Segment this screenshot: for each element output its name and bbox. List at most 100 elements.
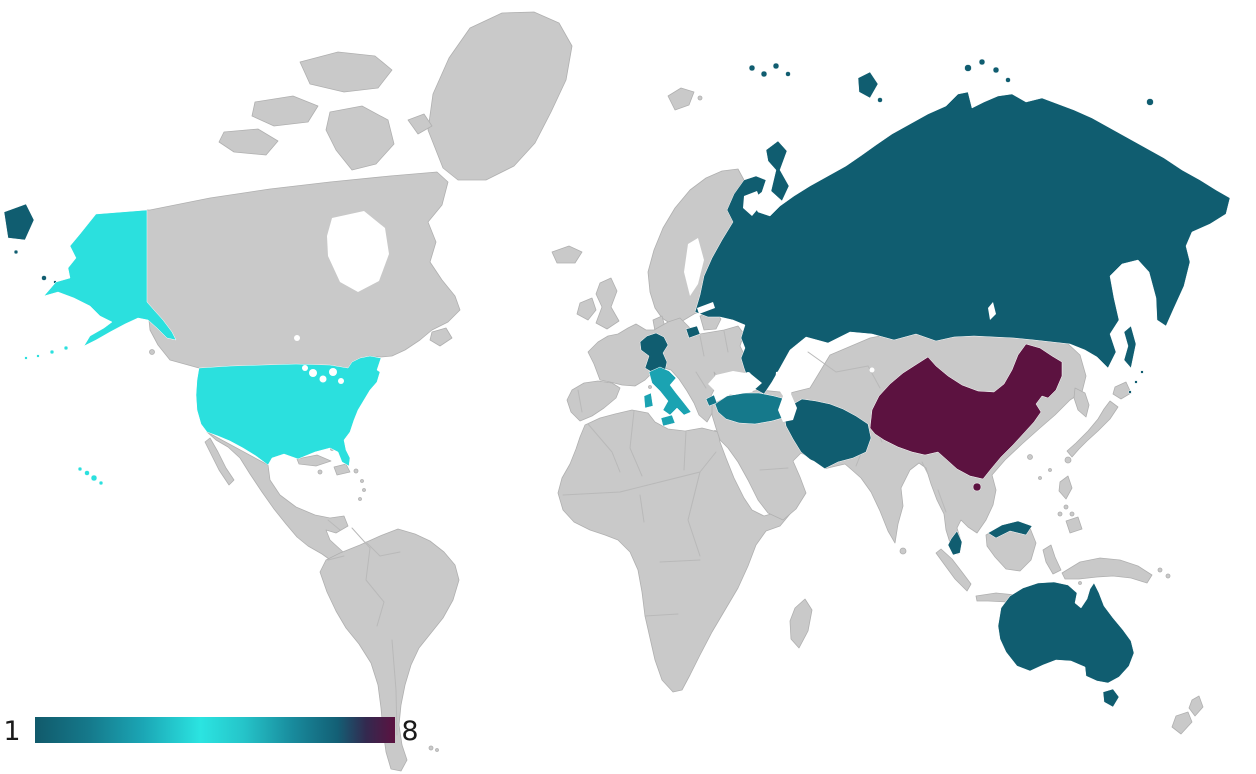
baffin-island xyxy=(325,105,395,171)
iberian-peninsula xyxy=(566,380,621,422)
country-australia xyxy=(997,581,1135,708)
country-ireland xyxy=(576,297,597,321)
japan-kyushu xyxy=(1064,456,1072,464)
canadian-arctic-island xyxy=(299,51,393,93)
cuba xyxy=(296,454,332,467)
usa-alaska xyxy=(43,209,177,347)
country-united-states xyxy=(24,209,382,486)
chukotka-west-wrap xyxy=(3,203,35,241)
kuril-islands xyxy=(1140,370,1144,374)
usa-lower48 xyxy=(195,355,382,467)
caspian-sea xyxy=(775,370,797,422)
falkland-islands xyxy=(428,745,434,751)
no-data-countries xyxy=(146,11,1204,772)
puerto-rico xyxy=(353,468,359,474)
franz-josef-land xyxy=(748,64,756,72)
kaliningrad xyxy=(685,325,701,339)
philippines-visayas xyxy=(1057,511,1063,517)
sea-of-azov xyxy=(745,372,751,378)
great-lake xyxy=(329,368,337,376)
hudson-bay xyxy=(327,211,389,292)
country-united-kingdom xyxy=(595,277,620,330)
country-italy xyxy=(643,366,692,427)
aleutian-island xyxy=(49,349,55,355)
corsica xyxy=(648,385,652,389)
philippines-luzon xyxy=(1058,475,1073,500)
lake-baikal xyxy=(988,302,996,320)
severnaya-zemlya xyxy=(857,71,879,99)
country-south-korea xyxy=(1073,387,1090,418)
new-siberian-islands xyxy=(992,66,1000,74)
country-greenland xyxy=(427,11,573,181)
kuril-islands xyxy=(1134,380,1138,384)
continent-south-america xyxy=(319,528,460,772)
madagascar xyxy=(789,598,813,649)
severnaya-zemlya xyxy=(877,97,883,103)
okinawa xyxy=(1048,468,1052,472)
aleutian-island xyxy=(36,354,40,358)
canadian-arctic-island xyxy=(251,95,319,127)
moluccas xyxy=(1078,581,1082,585)
novaya-zemlya xyxy=(765,140,790,202)
okinawa xyxy=(1038,476,1042,480)
aleutian-island xyxy=(63,345,69,351)
new-siberian-islands xyxy=(978,58,986,66)
hawaii xyxy=(90,474,98,482)
hawaii xyxy=(84,470,90,476)
gulf-of-finland xyxy=(697,302,715,314)
legend-max-label: 8 xyxy=(401,716,418,747)
country-malaysia xyxy=(947,520,1033,556)
new-britain xyxy=(1165,573,1171,579)
persian-gulf xyxy=(797,455,834,480)
falkland-islands xyxy=(435,748,439,752)
legend-min-label: 1 xyxy=(3,716,20,747)
new-zealand-north xyxy=(1188,695,1204,717)
newfoundland xyxy=(429,327,453,347)
hawaii xyxy=(98,480,104,486)
jamaica xyxy=(317,469,323,475)
aleutian-island xyxy=(24,356,28,360)
franz-josef-land xyxy=(772,62,780,70)
water-bodies xyxy=(294,191,996,480)
continent-africa xyxy=(557,409,791,693)
sicily xyxy=(660,414,676,427)
baja-california xyxy=(204,437,235,486)
bering-island xyxy=(41,275,47,281)
country-borders xyxy=(327,330,947,736)
chukotka-island xyxy=(13,249,19,255)
lesser-antilles xyxy=(358,497,362,501)
russia-mainland xyxy=(694,91,1231,395)
philippines-mindanao xyxy=(1065,516,1083,534)
country-russia xyxy=(3,58,1231,395)
new-siberian-islands xyxy=(964,64,972,72)
country-iceland xyxy=(551,245,583,264)
great-lake xyxy=(302,365,308,371)
hawaii xyxy=(77,466,83,472)
legend-colorbar xyxy=(35,717,395,743)
hainan xyxy=(972,482,982,492)
lake-winnipeg xyxy=(294,335,300,341)
australia-mainland xyxy=(997,581,1135,684)
italy-mainland xyxy=(648,366,692,416)
japan-hokkaido xyxy=(1112,381,1132,400)
malaysia-peninsula xyxy=(947,530,963,556)
country-germany xyxy=(639,332,669,375)
colored-countries xyxy=(3,58,1231,708)
philippines-visayas xyxy=(1063,504,1069,510)
new-guinea xyxy=(1061,557,1153,584)
canadian-arctic-island xyxy=(218,128,279,156)
canadian-arctic-island xyxy=(407,113,433,135)
svalbard xyxy=(697,95,703,101)
taiwan xyxy=(1027,454,1033,460)
hispaniola xyxy=(333,463,351,476)
sardinia xyxy=(643,392,654,409)
aral-sea xyxy=(802,358,810,366)
vancouver-island xyxy=(149,349,155,355)
gulf-of-bothnia xyxy=(684,238,704,296)
japan-honshu xyxy=(1066,400,1119,458)
great-lake xyxy=(319,375,327,383)
sakhalin xyxy=(1123,325,1137,369)
new-britain xyxy=(1157,567,1163,573)
